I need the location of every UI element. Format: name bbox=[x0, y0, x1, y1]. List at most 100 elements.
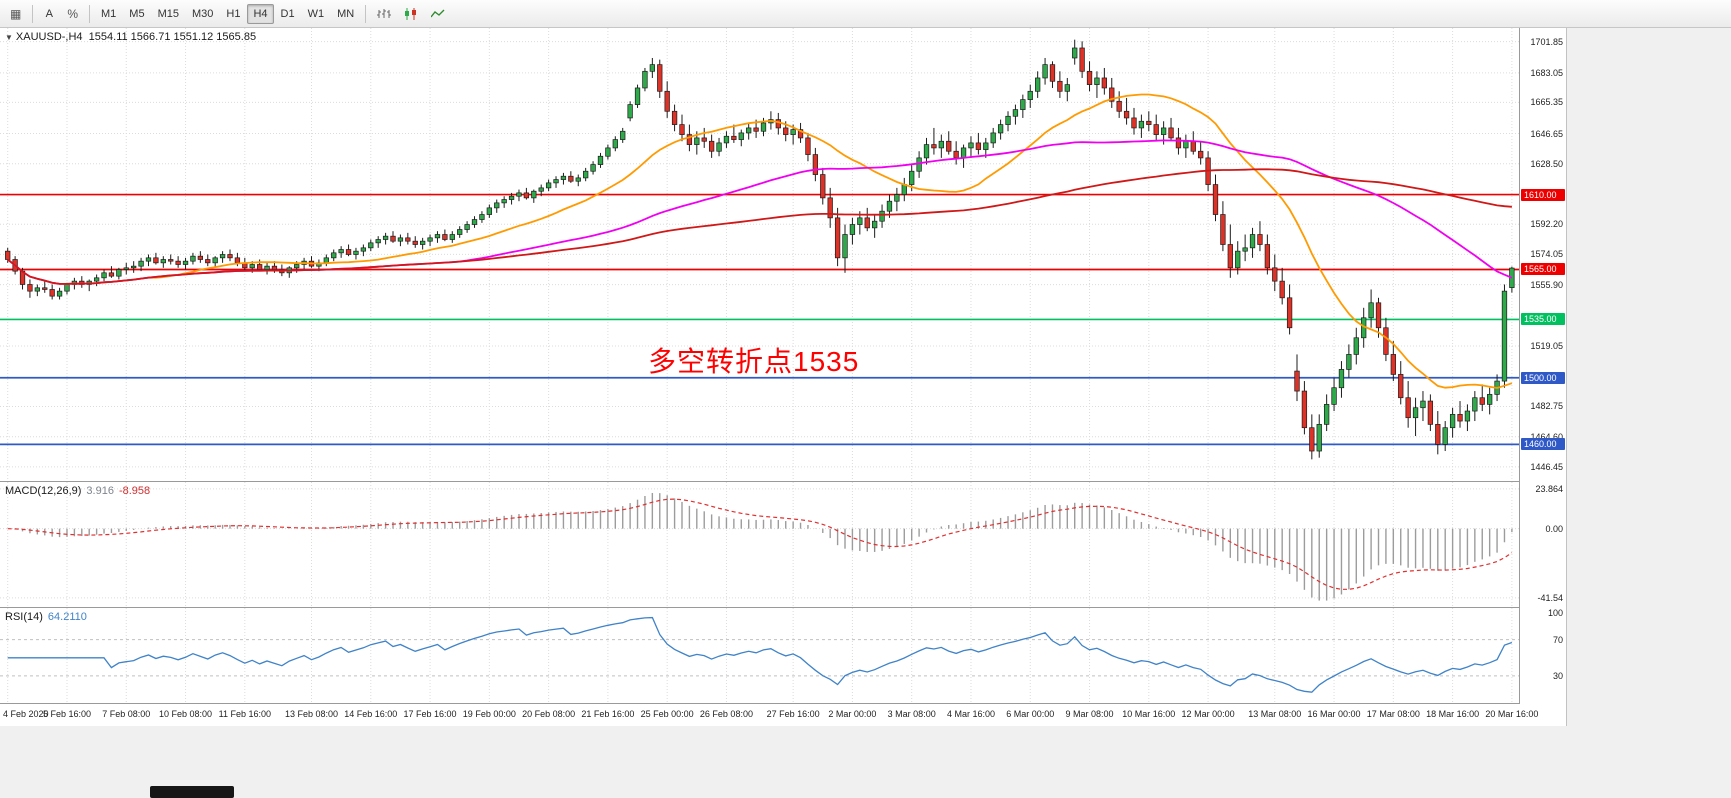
time-axis-label: 2 Mar 00:00 bbox=[828, 709, 877, 719]
timeframe-button-h4[interactable]: H4 bbox=[247, 3, 274, 24]
rsi-name: RSI(14) bbox=[5, 611, 43, 623]
toolbar-separator bbox=[32, 4, 34, 23]
macd-value: 3.916 bbox=[86, 485, 114, 497]
price-level-badge: 1565.00 bbox=[1521, 263, 1565, 276]
rsi-label: RSI(14) 64.2110 bbox=[5, 611, 87, 623]
timeframe-button-m15[interactable]: M15 bbox=[152, 4, 185, 24]
macd-axis-label: -41.54 bbox=[1537, 592, 1563, 603]
rsi-value: 64.2110 bbox=[47, 611, 87, 623]
macd-name: MACD(12,26,9) bbox=[5, 485, 82, 497]
price-level-badge: 1460.00 bbox=[1521, 438, 1565, 451]
grid-icon[interactable]: ▦ bbox=[4, 4, 27, 24]
pane-divider[interactable] bbox=[0, 607, 1566, 608]
chart-window: ▼ XAUUSD-,H4 1554.11 1566.71 1551.12 1565… bbox=[0, 28, 1567, 726]
time-axis-label: 13 Mar 08:00 bbox=[1248, 709, 1302, 719]
timeframe-button-m1[interactable]: M1 bbox=[95, 4, 122, 24]
pane-divider[interactable] bbox=[0, 481, 1566, 482]
line-chart-glyph bbox=[431, 9, 445, 17]
price-axis-label: 1519.05 bbox=[1530, 341, 1563, 352]
time-axis-label: 20 Feb 08:00 bbox=[522, 709, 576, 719]
price-axis-label: 1482.75 bbox=[1530, 401, 1563, 412]
price-axis-label: 1592.20 bbox=[1530, 219, 1563, 230]
rsi-pane[interactable]: RSI(14) 64.2110 bbox=[0, 608, 1519, 703]
time-axis-label: 18 Mar 16:00 bbox=[1426, 709, 1480, 719]
bar-chart-glyph bbox=[377, 8, 392, 18]
chart-annotation-text[interactable]: 多空转折点1535 bbox=[648, 346, 860, 377]
main-chart-canvas[interactable] bbox=[0, 28, 1519, 481]
rsi-canvas[interactable] bbox=[0, 608, 1519, 703]
time-axis-label: 3 Mar 08:00 bbox=[887, 709, 936, 719]
timeframe-button-mn[interactable]: MN bbox=[331, 4, 360, 24]
timeframe-button-d1[interactable]: D1 bbox=[275, 4, 301, 24]
symbol-dropdown-icon[interactable]: ▼ bbox=[5, 33, 13, 42]
taskbar-item[interactable] bbox=[150, 786, 234, 798]
toolbar-separator bbox=[89, 4, 91, 23]
text-tool-button[interactable]: A bbox=[38, 4, 60, 24]
time-axis-label: 11 Feb 16:00 bbox=[218, 709, 271, 719]
percent-icon[interactable]: % bbox=[61, 4, 84, 24]
price-axis-label: 1665.35 bbox=[1530, 97, 1563, 108]
pane-divider bbox=[0, 703, 1566, 704]
price-level-badge: 1535.00 bbox=[1521, 313, 1565, 326]
main-chart-pane[interactable]: ▼ XAUUSD-,H4 1554.11 1566.71 1551.12 1565… bbox=[0, 28, 1519, 481]
time-axis-label: 27 Feb 16:00 bbox=[766, 709, 820, 719]
time-axis-label: 4 Mar 16:00 bbox=[946, 709, 995, 719]
symbol-name: XAUUSD-,H4 bbox=[15, 31, 83, 43]
time-axis-label: 17 Mar 08:00 bbox=[1366, 709, 1420, 719]
price-axis-label: 1464.60 bbox=[1530, 431, 1563, 442]
ohlc-values: 1554.11 1566.71 1551.12 1565.85 bbox=[88, 31, 257, 43]
macd-axis-label: 23.864 bbox=[1535, 483, 1563, 494]
rsi-axis-label: 30 bbox=[1552, 670, 1563, 681]
price-level-badge: 1500.00 bbox=[1521, 371, 1565, 384]
time-axis-label: 10 Mar 16:00 bbox=[1122, 709, 1176, 719]
time-axis-label: 9 Mar 08:00 bbox=[1065, 709, 1114, 719]
candlestick-chart-icon[interactable] bbox=[398, 4, 424, 24]
symbol-info-label: ▼ XAUUSD-,H4 1554.11 1566.71 1551.12 1565… bbox=[5, 31, 256, 43]
time-axis-label: 14 Feb 16:00 bbox=[344, 709, 398, 719]
time-axis-label: 20 Mar 16:00 bbox=[1485, 709, 1539, 719]
time-axis[interactable]: 4 Feb 2020 5 Feb 16:00 7 Feb 08:00 10 Feb 0… bbox=[0, 704, 1566, 726]
time-axis-label: 4 Feb 2020 bbox=[3, 709, 49, 719]
time-axis-label: 17 Feb 16:00 bbox=[403, 709, 457, 719]
price-axis-label: 1446.45 bbox=[1530, 461, 1563, 472]
price-axis-label: 1701.85 bbox=[1530, 36, 1563, 47]
time-axis-label: 10 Feb 08:00 bbox=[159, 709, 213, 719]
price-axis-label: 1646.65 bbox=[1530, 128, 1563, 139]
price-level-badge: 1610.00 bbox=[1521, 188, 1565, 201]
timeframe-button-m30[interactable]: M30 bbox=[186, 4, 219, 24]
rsi-axis-label: 70 bbox=[1552, 634, 1563, 645]
price-axis-label: 1628.50 bbox=[1530, 158, 1563, 169]
time-axis-label: 12 Mar 00:00 bbox=[1181, 709, 1235, 719]
time-axis-label: 5 Feb 16:00 bbox=[42, 709, 91, 719]
axis-divider bbox=[1519, 28, 1520, 704]
bar-chart-icon[interactable] bbox=[371, 4, 397, 24]
price-axis[interactable]: 1701.85 1683.05 1665.35 1646.65 1628.50 1592.… bbox=[1520, 28, 1566, 704]
toolbar-separator bbox=[365, 4, 367, 23]
time-axis-label: 26 Feb 08:00 bbox=[699, 709, 753, 719]
price-axis-label: 1574.05 bbox=[1530, 249, 1563, 260]
time-axis-label: 7 Feb 08:00 bbox=[102, 709, 151, 719]
time-axis-label: 6 Mar 00:00 bbox=[1006, 709, 1055, 719]
bottom-area bbox=[0, 726, 1731, 798]
line-chart-icon[interactable] bbox=[425, 4, 451, 24]
time-axis-label: 21 Feb 16:00 bbox=[581, 709, 635, 719]
time-axis-label: 16 Mar 00:00 bbox=[1307, 709, 1361, 719]
timeframe-group: M1 M5 M15 M30 H1 H4 D1 W1 MN bbox=[95, 3, 360, 24]
price-axis-label: 1555.90 bbox=[1530, 279, 1563, 290]
macd-pane[interactable]: MACD(12,26,9) 3.916 -8.958 bbox=[0, 482, 1519, 607]
toolbar: ▦ A % M1 M5 M15 M30 H1 H4 D1 W1 MN bbox=[0, 0, 1731, 28]
macd-axis-label: 0.00 bbox=[1545, 523, 1563, 534]
timeframe-button-h1[interactable]: H1 bbox=[220, 4, 246, 24]
price-axis-label: 1683.05 bbox=[1530, 67, 1563, 78]
timeframe-button-m5[interactable]: M5 bbox=[123, 4, 150, 24]
time-axis-label: 25 Feb 00:00 bbox=[640, 709, 694, 719]
time-axis-label: 13 Feb 08:00 bbox=[284, 709, 339, 719]
timeframe-button-w1[interactable]: W1 bbox=[302, 4, 331, 24]
macd-canvas[interactable] bbox=[0, 482, 1519, 607]
candlestick-glyph bbox=[405, 7, 417, 20]
macd-signal-value: -8.958 bbox=[118, 485, 151, 497]
time-axis-label: 19 Feb 00:00 bbox=[462, 709, 516, 719]
macd-label: MACD(12,26,9) 3.916 -8.958 bbox=[5, 485, 150, 497]
rsi-axis-label: 100 bbox=[1547, 607, 1563, 618]
